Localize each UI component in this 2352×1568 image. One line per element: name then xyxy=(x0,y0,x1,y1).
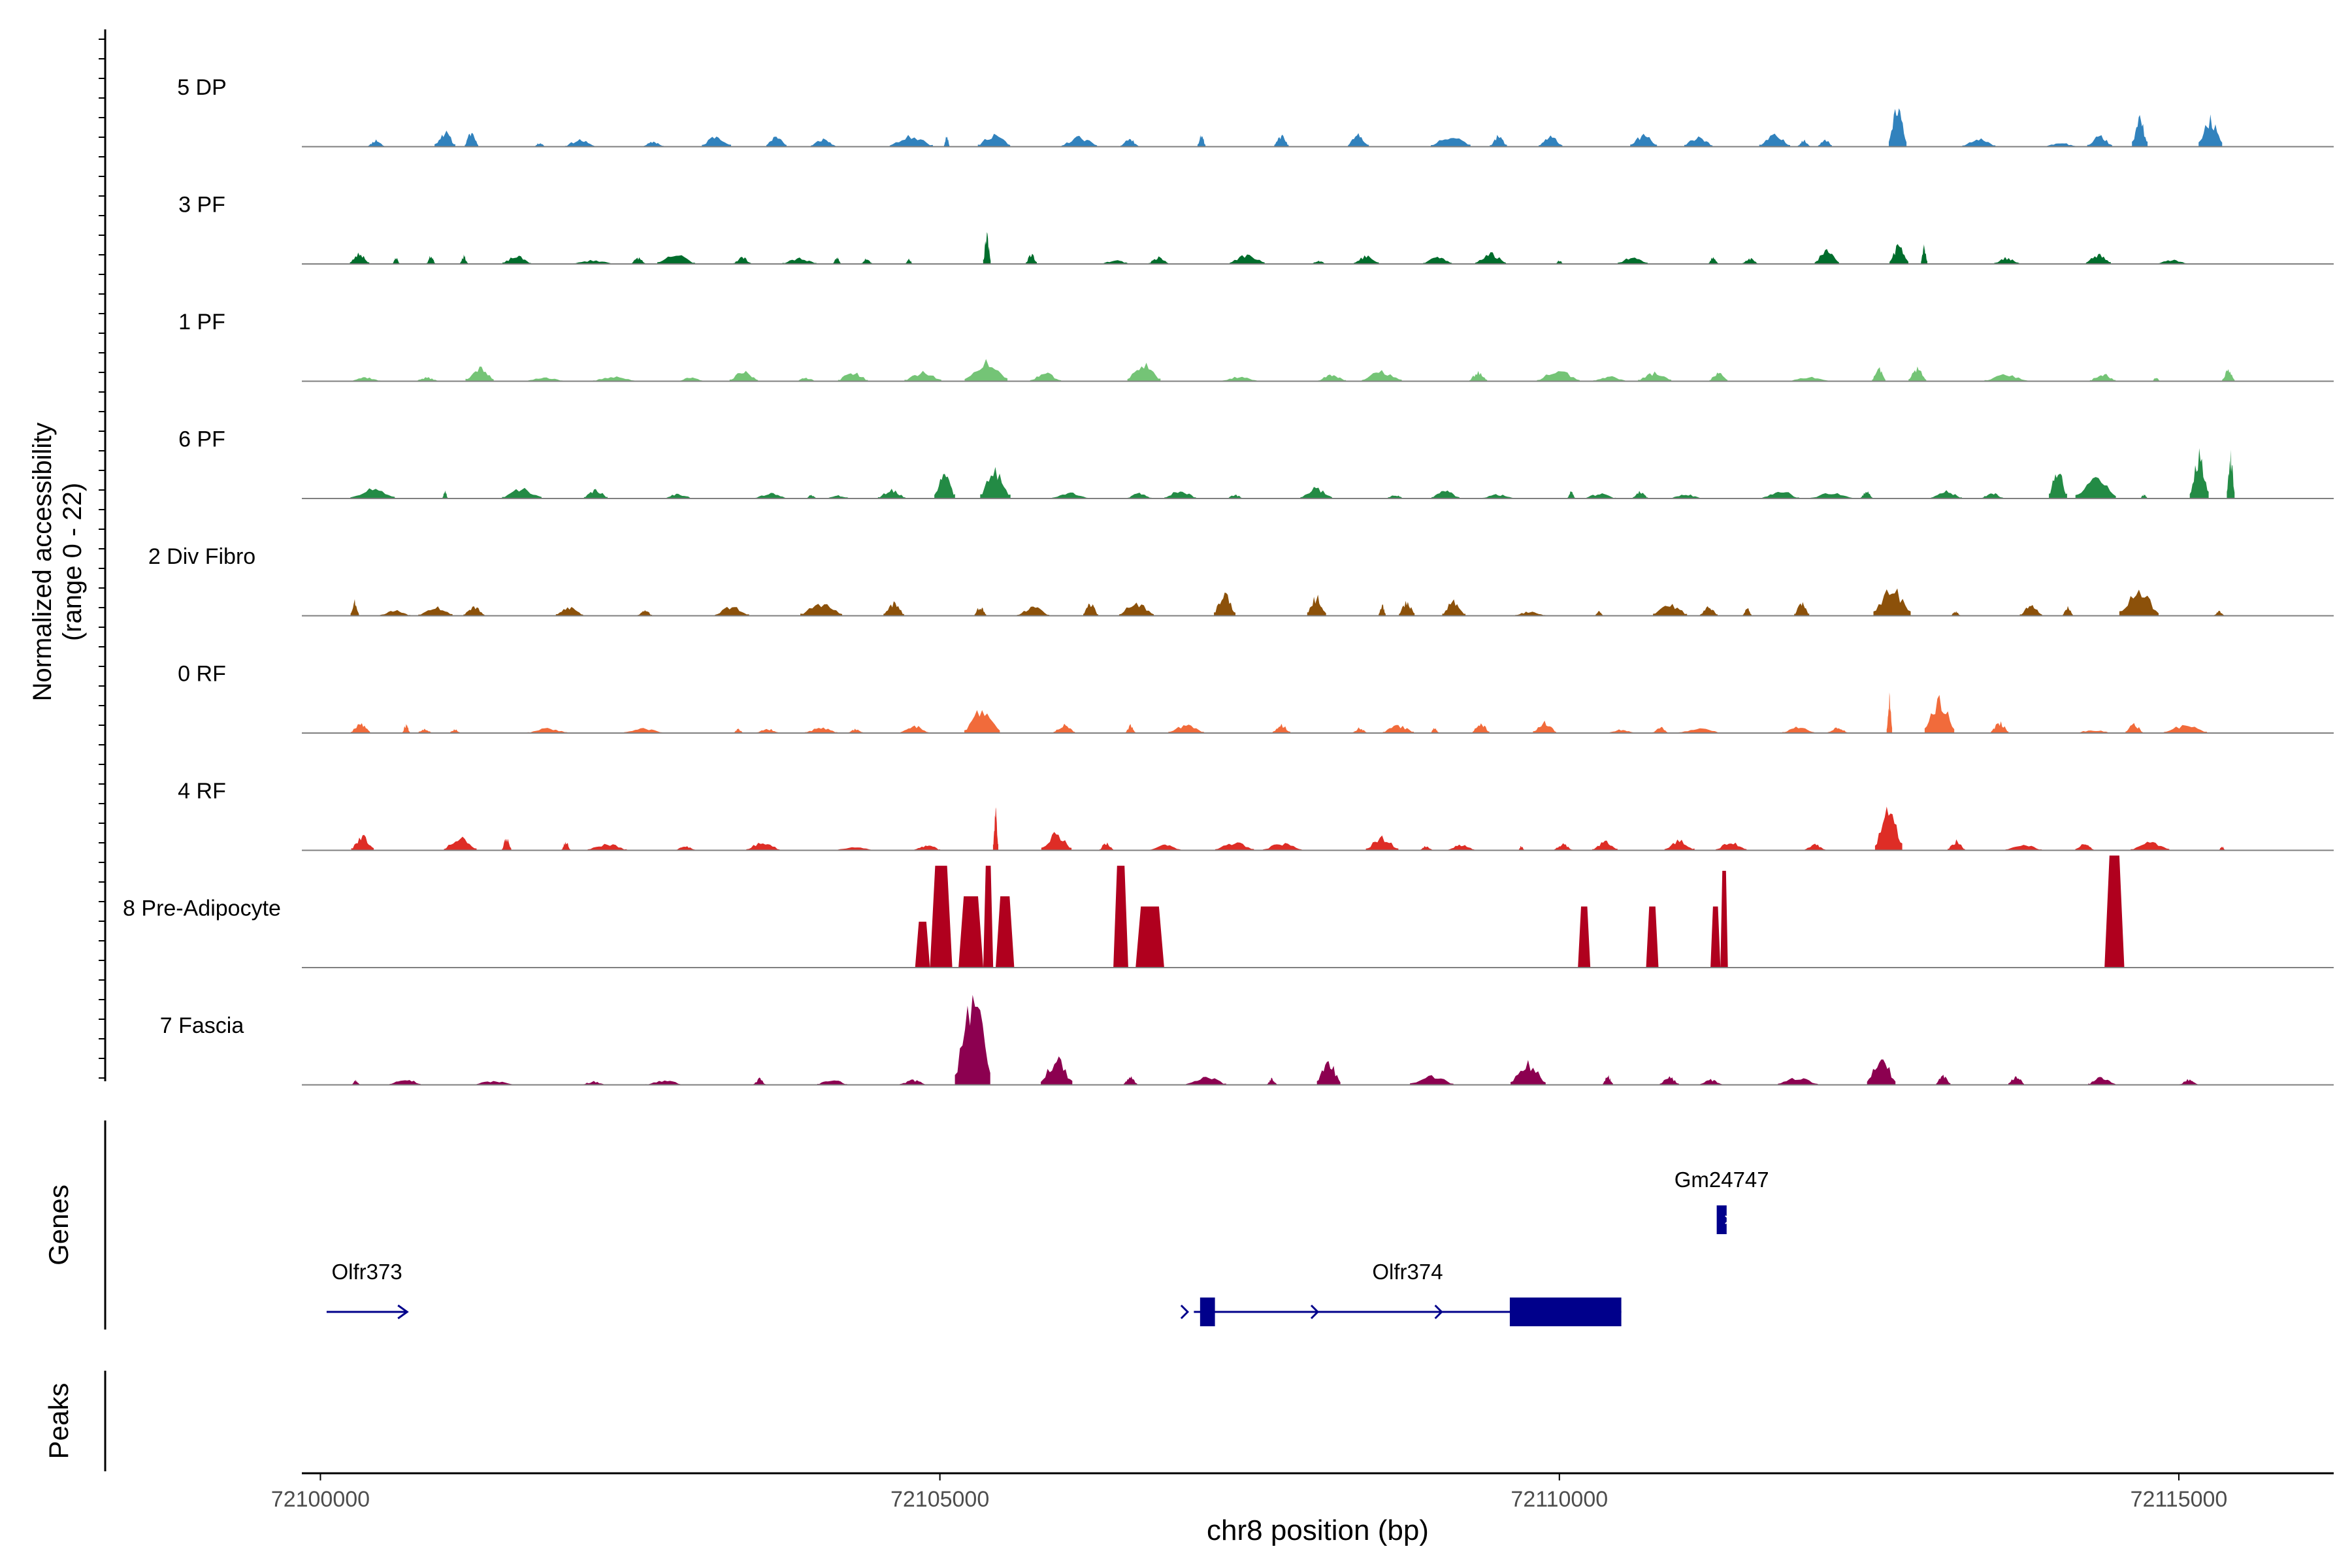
strand-arrow-icon xyxy=(1725,1215,1732,1224)
track-label: 1 PF xyxy=(178,310,225,335)
coverage-area xyxy=(915,855,2125,968)
track-9: 7 Fascia xyxy=(160,994,2334,1086)
gene-label: Gm24747 xyxy=(1674,1168,1769,1192)
gene-track: Olfr373 Olfr374 Gm24747 xyxy=(326,1168,1769,1326)
track-8: 8 Pre-Adipocyte xyxy=(123,855,2334,968)
y-axis-label-line1: Normalized accessibility xyxy=(28,423,57,702)
track-4: 6 PF xyxy=(178,427,2334,499)
track-label: 0 RF xyxy=(178,662,226,687)
track-3: 1 PF xyxy=(178,310,2334,382)
peaks-panel-label: Peaks xyxy=(43,1383,74,1460)
track-label: 3 PF xyxy=(178,193,225,218)
track-6: 0 RF xyxy=(178,662,2334,734)
coverage-tracks: 5 DP 3 PF 1 PF 6 PF 2 Div Fibro 0 RF 4 RF 8 Pre… xyxy=(123,75,2334,1086)
coverage-area xyxy=(350,588,2225,616)
x-tick-label: 72115000 xyxy=(2131,1487,2228,1512)
track-label: 4 RF xyxy=(178,779,226,804)
x-tick-label: 72105000 xyxy=(890,1487,989,1512)
gene-gm24747: Gm24747 xyxy=(1674,1168,1769,1234)
x-tick-label: 72110000 xyxy=(1511,1487,1608,1512)
gene-label: Olfr374 xyxy=(1372,1260,1443,1284)
track-label: 6 PF xyxy=(178,427,225,452)
y-axis-label-line2: (range 0 - 22) xyxy=(58,483,87,641)
coverage-area xyxy=(350,359,2235,382)
track-label: 7 Fascia xyxy=(160,1013,244,1038)
y-axis-ticks xyxy=(99,39,105,1079)
exon xyxy=(1200,1298,1215,1326)
gene-label: Olfr373 xyxy=(331,1260,402,1284)
track-label: 2 Div Fibro xyxy=(148,544,255,569)
track-1: 5 DP xyxy=(177,75,2334,148)
genes-panel-label: Genes xyxy=(43,1184,74,1266)
track-label: 5 DP xyxy=(177,75,227,100)
coverage-area xyxy=(350,232,2187,264)
track-7: 4 RF xyxy=(178,779,2334,851)
gene-olfr374: Olfr374 xyxy=(1180,1260,1622,1326)
track-5: 2 Div Fibro xyxy=(148,544,2334,617)
track-label: 8 Pre-Adipocyte xyxy=(123,896,281,921)
strand-arrow-icon xyxy=(1310,1304,1320,1320)
strand-arrow-icon xyxy=(1434,1304,1443,1320)
x-tick-label: 72100000 xyxy=(271,1487,370,1512)
exon xyxy=(1509,1298,1622,1326)
strand-arrow-icon xyxy=(397,1304,409,1320)
track-2: 3 PF xyxy=(178,193,2334,265)
x-axis: 72100000 72105000 72110000 72115000 xyxy=(271,1473,2228,1512)
gene-olfr373: Olfr373 xyxy=(326,1260,409,1320)
strand-arrow-icon xyxy=(1180,1304,1190,1320)
x-axis-label: chr8 position (bp) xyxy=(1207,1514,1429,1546)
exon xyxy=(1716,1205,1727,1234)
